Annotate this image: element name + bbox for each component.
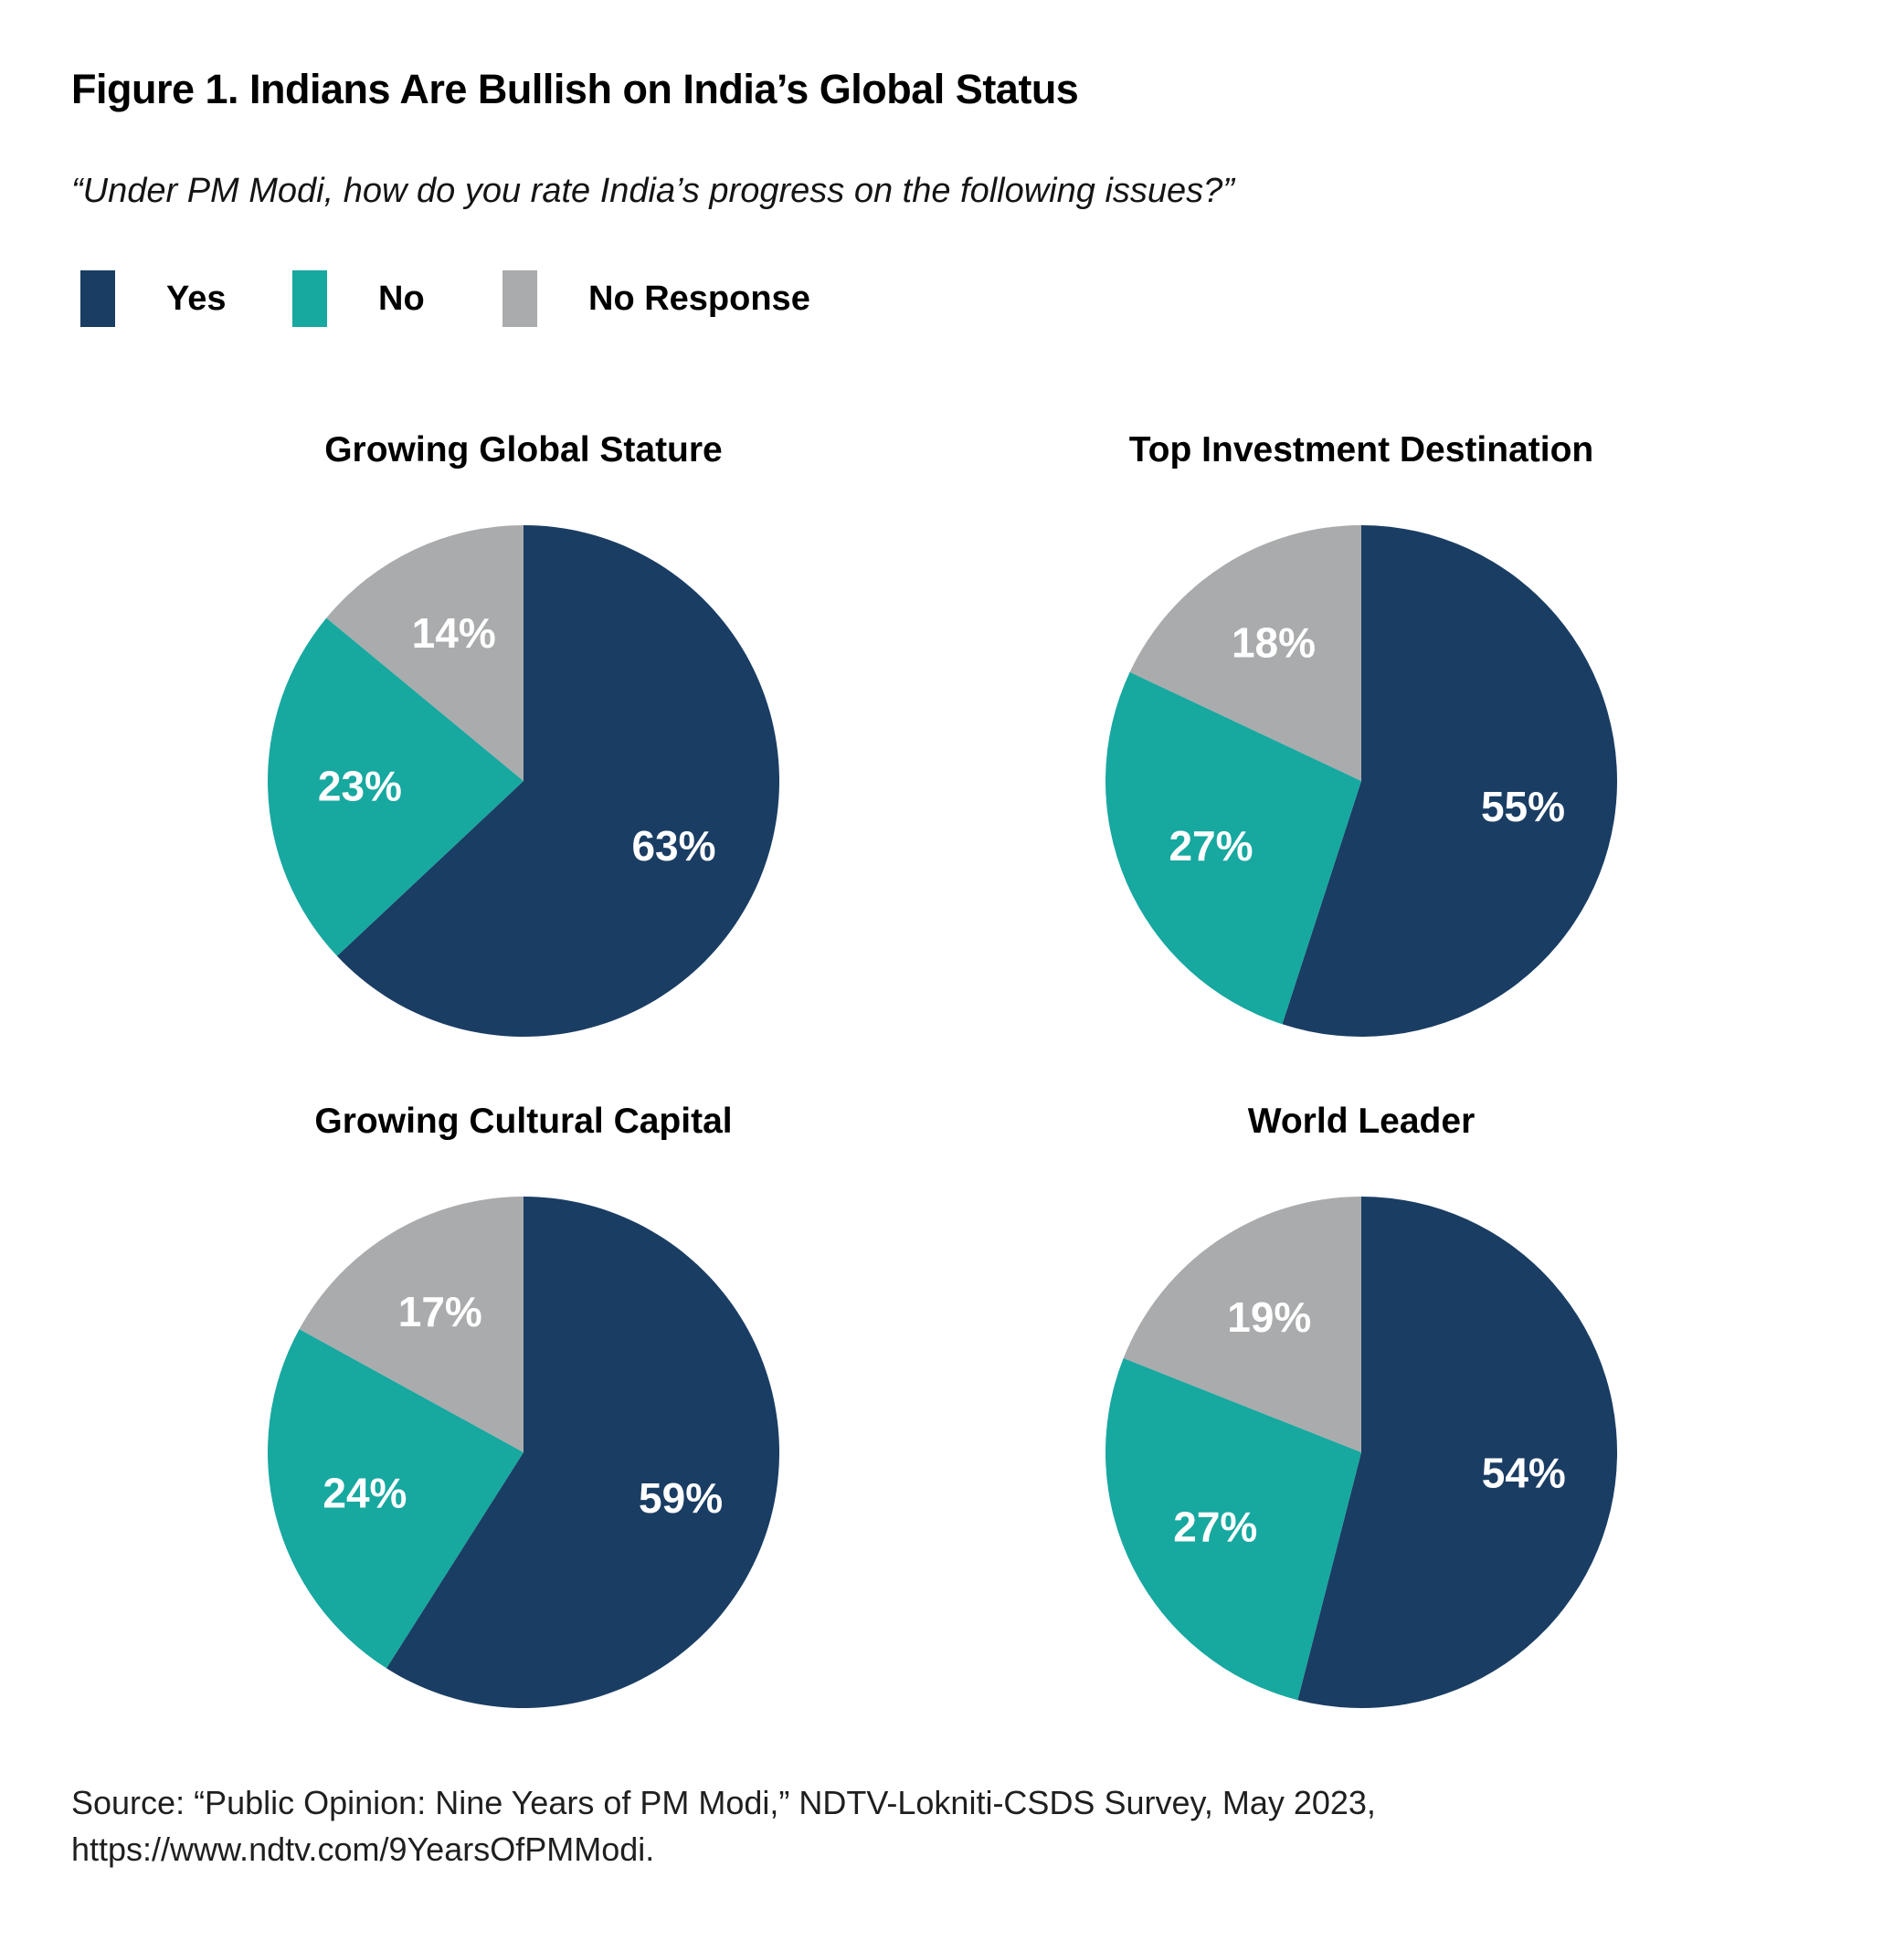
pie-slice-yes	[1282, 524, 1617, 1037]
pie-chart-top-investment-destination: 55% 27% 18%	[1103, 522, 1620, 1039]
source-line-1: Source: “Public Opinion: Nine Years of P…	[71, 1784, 1376, 1821]
pie-slice-yes	[1297, 1196, 1618, 1708]
chart-cell-top-investment-destination: Top Investment Destination 55% 27% 18%	[950, 429, 1772, 1039]
chart-cell-growing-cultural-capital: Growing Cultural Capital 59% 24% 17%	[112, 1101, 935, 1711]
pie-value-label-no-response: 17%	[398, 1288, 482, 1335]
pie-svg-growing-global-stature: 63% 23% 14%	[268, 524, 780, 1037]
chart-title-world-leader: World Leader	[1247, 1102, 1476, 1141]
pie-chart-world-leader: 54% 27% 19%	[1103, 1194, 1620, 1711]
chart-cell-growing-global-stature: Growing Global Stature 63% 23% 14%	[112, 429, 935, 1039]
chart-title-growing-cultural-capital: Growing Cultural Capital	[314, 1102, 733, 1141]
pie-value-label-no-response: 18%	[1232, 618, 1316, 666]
pie-value-label-yes: 55%	[1481, 783, 1565, 830]
pie-value-label-yes: 63%	[631, 822, 715, 870]
legend-swatch-no	[292, 270, 327, 327]
legend-label-no-response: No Response	[588, 279, 810, 318]
pie-slice-no-response	[299, 1196, 524, 1452]
pie-slice-no-response	[1129, 524, 1361, 781]
legend-swatch-yes	[80, 270, 115, 327]
pie-value-label-no: 27%	[1169, 822, 1253, 870]
pie-svg-world-leader: 54% 27% 19%	[1105, 1196, 1618, 1708]
figure-subtitle: “Under PM Modi, how do you rate India’s …	[71, 172, 1234, 210]
source-note: Source: “Public Opinion: Nine Years of P…	[71, 1779, 1376, 1872]
pie-slice-no-response	[326, 524, 524, 781]
source-line-2: https://www.ndtv.com/9YearsOfPMModi.	[71, 1830, 655, 1869]
chart-title-top-investment-destination: Top Investment Destination	[1128, 430, 1594, 469]
pie-slice-no	[267, 1328, 524, 1669]
legend-item-yes: Yes	[80, 270, 227, 327]
pie-value-label-no: 23%	[318, 762, 402, 809]
pie-value-label-no-response: 19%	[1227, 1293, 1311, 1341]
pie-slice-no-response	[1123, 1196, 1361, 1452]
pie-value-label-yes: 59%	[639, 1474, 723, 1522]
pie-slice-no	[1105, 1357, 1361, 1700]
pie-svg-growing-cultural-capital: 59% 24% 17%	[267, 1196, 780, 1708]
pie-value-label-no-response: 14%	[412, 609, 496, 657]
pie-value-label-yes: 54%	[1482, 1449, 1566, 1496]
legend-item-no: No	[292, 270, 425, 327]
legend-item-no-response: No Response	[502, 270, 810, 327]
pie-svg-top-investment-destination: 55% 27% 18%	[1105, 524, 1617, 1037]
pie-chart-growing-cultural-capital: 59% 24% 17%	[265, 1194, 782, 1711]
pie-chart-growing-global-stature: 63% 23% 14%	[265, 522, 782, 1039]
legend: Yes No No Response	[0, 270, 1904, 331]
pie-value-label-no: 27%	[1173, 1503, 1257, 1550]
pie-slice-yes	[386, 1196, 780, 1708]
chart-title-growing-global-stature: Growing Global Stature	[324, 430, 723, 469]
pie-slice-yes	[336, 524, 780, 1037]
figure-title: Figure 1. Indians Are Bullish on India’s…	[71, 66, 1079, 112]
pie-slice-no	[268, 617, 524, 956]
chart-cell-world-leader: World Leader 54% 27% 19%	[950, 1101, 1772, 1711]
pie-slice-no	[1105, 671, 1361, 1025]
legend-swatch-no-response	[502, 270, 537, 327]
legend-label-no: No	[378, 279, 425, 318]
pie-value-label-no: 24%	[323, 1469, 407, 1516]
legend-label-yes: Yes	[166, 279, 227, 318]
